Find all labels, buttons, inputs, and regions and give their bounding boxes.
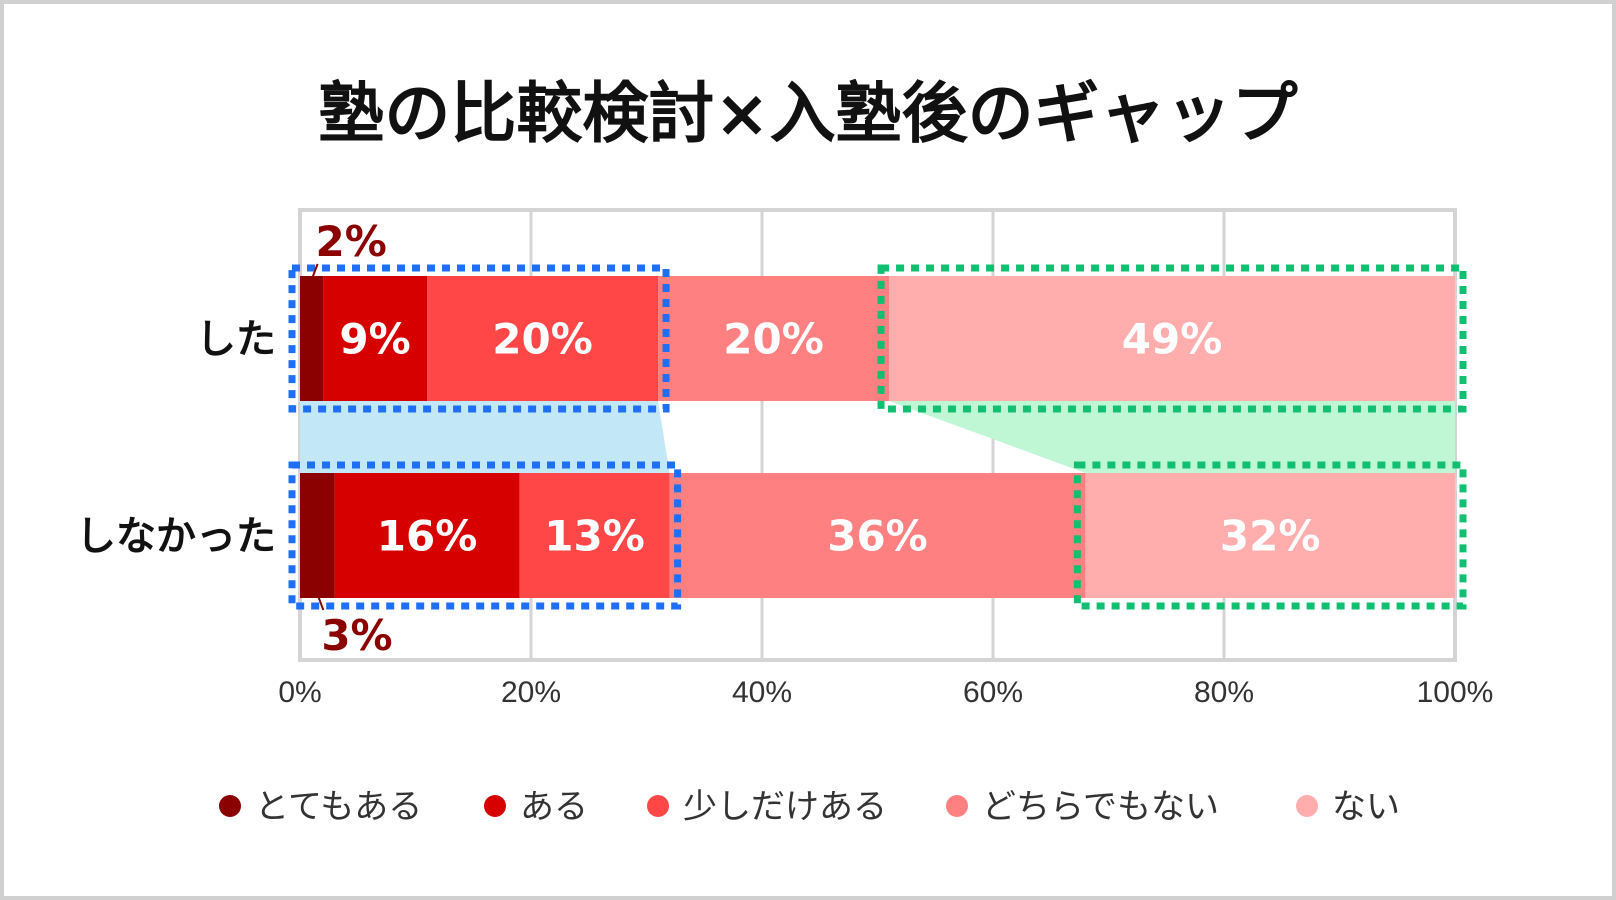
highlight-box (288, 461, 682, 610)
legend-marker (484, 795, 506, 817)
category-label: した (196, 317, 276, 363)
callout-leader (316, 593, 325, 611)
legend-marker (647, 795, 669, 817)
highlight-connector (889, 401, 1455, 473)
bar-segment (658, 276, 890, 401)
legend-label: ない (1332, 787, 1400, 827)
chart-title: 塾の比較検討×入塾後のギャップ (318, 75, 1297, 152)
highlight-box (877, 264, 1467, 413)
bar-segment (300, 473, 335, 598)
x-tick-label: 100% (1417, 676, 1494, 709)
x-tick-label: 80% (1194, 676, 1254, 709)
legend-marker (219, 795, 241, 817)
data-label: 49% (1122, 315, 1223, 364)
category-label: しなかった (76, 514, 276, 560)
legend-label: 少しだけある (683, 787, 887, 827)
bar-segment (1085, 473, 1455, 598)
legend-label: とてもある (255, 787, 422, 827)
bar-segment (889, 276, 1455, 401)
legend-marker (1296, 795, 1318, 817)
bar-segment (519, 473, 670, 598)
x-tick-label: 60% (963, 676, 1023, 709)
bar-segment (300, 276, 324, 401)
data-label: 13% (544, 512, 645, 561)
highlight-box (288, 264, 670, 413)
callout-label: 3% (321, 611, 392, 660)
x-tick-label: 40% (732, 676, 792, 709)
highlight-box (1073, 461, 1467, 610)
bar-segment (334, 473, 520, 598)
data-label: 20% (492, 315, 593, 364)
data-label: 16% (377, 512, 478, 561)
data-label: 20% (723, 315, 824, 364)
callout-label: 2% (316, 217, 387, 266)
legend-label: どちらでもない (982, 787, 1219, 827)
x-tick-label: 0% (278, 676, 321, 709)
bar-segment (669, 473, 1086, 598)
data-label: 32% (1220, 512, 1321, 561)
legend-label: ある (520, 787, 588, 827)
bar-segment (427, 276, 659, 401)
data-label: 36% (827, 512, 928, 561)
highlight-connector (300, 401, 670, 473)
x-tick-label: 20% (501, 676, 561, 709)
callout-leader (310, 263, 319, 281)
data-label: 9% (339, 315, 410, 364)
legend-marker (946, 795, 968, 817)
bar-segment (323, 276, 428, 401)
